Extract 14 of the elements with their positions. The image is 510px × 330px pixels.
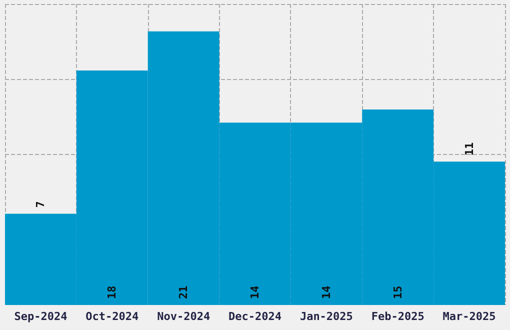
x-tick-label: Feb-2025 <box>371 310 424 323</box>
data-label: 11 <box>462 142 476 156</box>
data-label: 21 <box>177 285 190 299</box>
data-label: 14 <box>248 285 262 299</box>
data-label: 7 <box>34 201 48 208</box>
data-label: 14 <box>320 285 333 299</box>
x-tick-label: Jan-2025 <box>300 310 353 323</box>
data-label: 15 <box>391 286 404 299</box>
x-tick-label: Dec-2024 <box>228 310 282 323</box>
x-tick-label: Mar-2025 <box>442 310 496 323</box>
x-tick-label: Sep-2024 <box>14 310 68 323</box>
x-tick-label: Oct-2024 <box>86 310 140 323</box>
data-label: 18 <box>106 286 119 299</box>
x-tick-label: Nov-2024 <box>157 310 210 323</box>
